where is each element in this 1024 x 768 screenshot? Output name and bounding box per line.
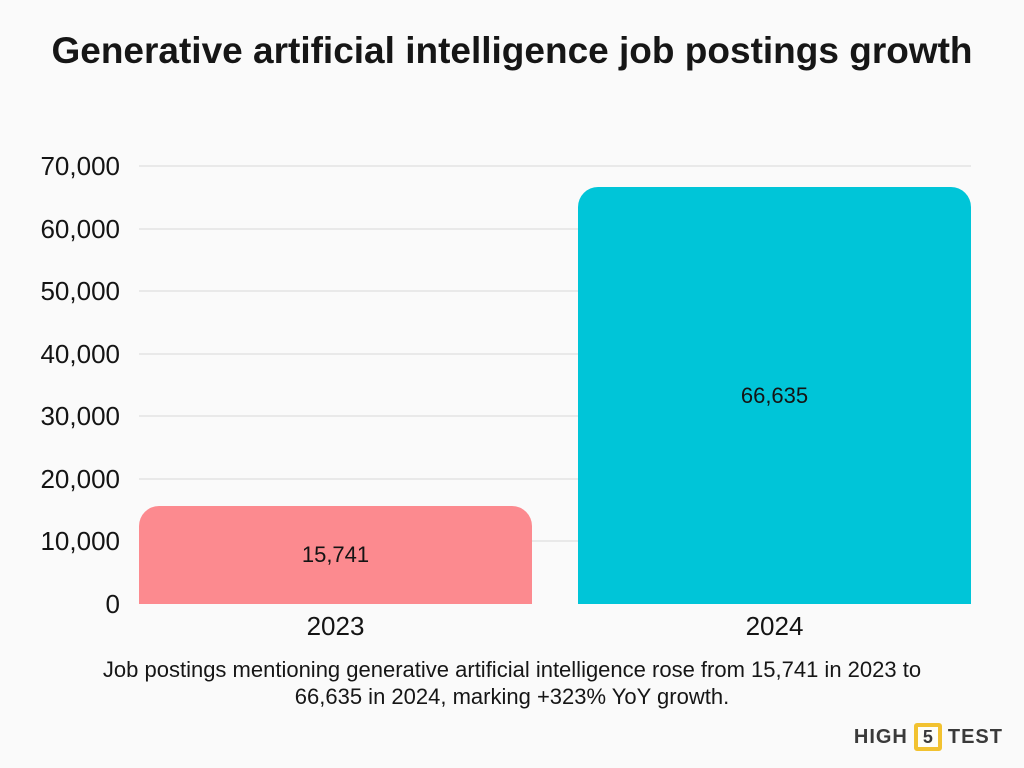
gridline (139, 227, 971, 230)
gridline (139, 415, 971, 418)
gridlines (139, 0, 971, 768)
bar-value-label: 15,741 (301, 541, 370, 567)
gridline (139, 290, 971, 293)
y-tick-label: 10,000 (40, 526, 120, 557)
brand-logo: HIGH 5 TEST (854, 723, 1003, 751)
y-tick-label: 0 (105, 589, 120, 619)
bar-value-label: 66,635 (740, 382, 809, 408)
x-axis: 2023 2024 (139, 611, 971, 642)
y-tick-label: 60,000 (40, 213, 120, 244)
y-axis: 0 10,000 20,000 30,000 40,000 50,000 60,000 70,… (10, 0, 120, 768)
logo-text-test: TEST (947, 725, 1003, 748)
y-tick-label: 20,000 (40, 463, 120, 494)
logo-badge-5-icon: 5 (913, 723, 942, 751)
y-tick-label: 30,000 (40, 401, 120, 432)
bar-series: 15,741 66,635 (139, 166, 971, 604)
chart-caption: Job postings mentioning generative artif… (102, 657, 922, 709)
gridline (139, 352, 971, 355)
bar-2023: 15,741 (139, 505, 532, 604)
y-tick-label: 70,000 (40, 151, 120, 181)
gridline (139, 477, 971, 480)
y-tick-label: 50,000 (40, 276, 120, 307)
logo-text-high: HIGH (853, 725, 908, 748)
gridline (139, 540, 971, 543)
bar-2024: 66,635 (578, 187, 971, 604)
x-tick-label: 2023 (306, 611, 365, 641)
x-tick-label: 2024 (745, 611, 804, 641)
y-tick-label: 40,000 (40, 338, 120, 369)
gridline (139, 165, 971, 167)
chart-title: Generative artificial intelligence job p… (51, 30, 973, 71)
